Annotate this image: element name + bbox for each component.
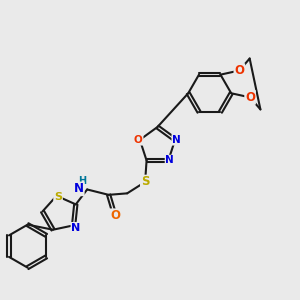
Text: N: N: [74, 182, 84, 195]
Text: O: O: [110, 209, 121, 222]
Text: O: O: [245, 91, 255, 104]
Text: H: H: [78, 176, 86, 186]
Text: N: N: [172, 135, 181, 145]
Text: O: O: [234, 64, 244, 77]
Text: N: N: [166, 155, 174, 166]
Text: S: S: [141, 176, 149, 188]
Text: O: O: [134, 135, 143, 145]
Text: N: N: [71, 223, 81, 233]
Text: S: S: [54, 192, 62, 202]
